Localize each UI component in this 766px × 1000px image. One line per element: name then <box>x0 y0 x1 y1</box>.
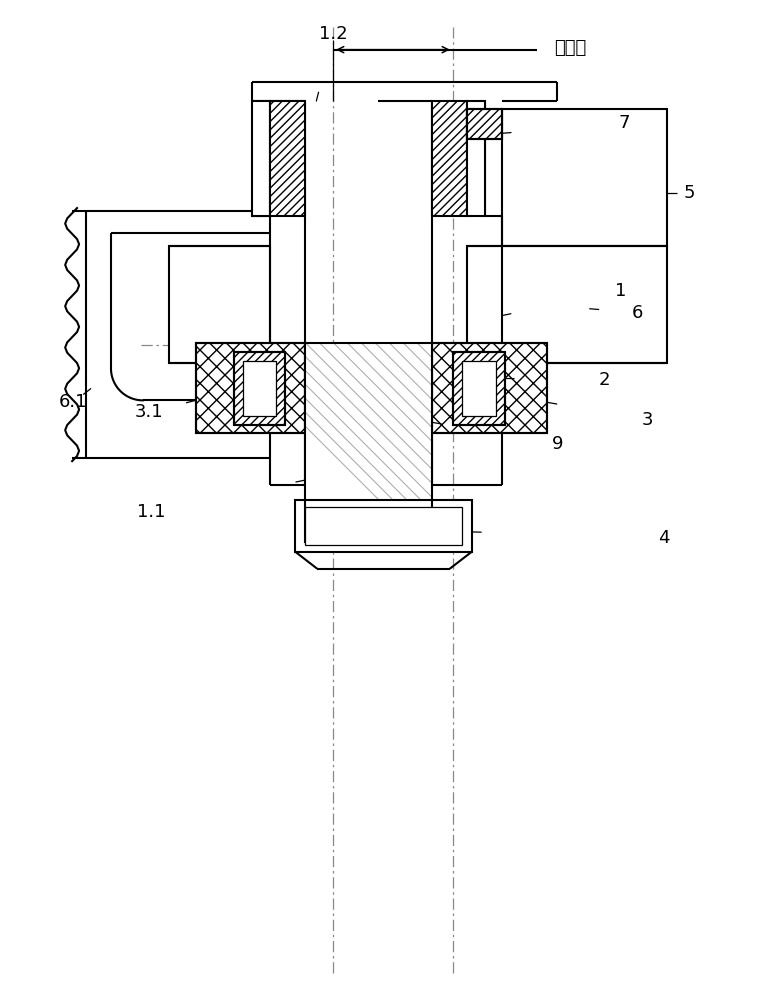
Bar <box>243 361 277 416</box>
Bar <box>432 343 548 433</box>
Text: 偏心量: 偏心量 <box>554 39 587 57</box>
Text: 1.1: 1.1 <box>136 503 165 521</box>
Bar <box>466 109 502 139</box>
Bar <box>296 500 472 552</box>
Bar <box>195 343 306 433</box>
Bar <box>234 352 286 425</box>
Bar <box>453 352 505 425</box>
Bar <box>253 101 270 216</box>
Text: 5: 5 <box>683 184 695 202</box>
Bar <box>306 507 462 545</box>
Bar <box>306 343 432 542</box>
Bar <box>502 109 667 246</box>
Text: 4: 4 <box>658 529 669 547</box>
Text: 1: 1 <box>615 282 627 300</box>
Text: 7: 7 <box>618 114 630 132</box>
Text: 2: 2 <box>598 371 610 389</box>
Text: 3.1: 3.1 <box>135 403 163 421</box>
Bar <box>453 352 505 425</box>
Text: 9: 9 <box>552 435 563 453</box>
Text: 1.2: 1.2 <box>319 25 348 43</box>
Bar <box>432 101 466 216</box>
Bar <box>270 101 306 216</box>
Bar <box>306 343 432 542</box>
Bar <box>234 352 286 425</box>
Text: 6.1: 6.1 <box>59 393 87 411</box>
Bar <box>466 101 485 216</box>
Bar <box>195 343 306 433</box>
Bar <box>462 361 496 416</box>
Bar <box>466 109 502 139</box>
Bar <box>169 246 270 363</box>
Bar <box>466 246 667 363</box>
Bar <box>432 343 548 433</box>
Text: 6: 6 <box>631 304 643 322</box>
Text: 3: 3 <box>641 411 653 429</box>
